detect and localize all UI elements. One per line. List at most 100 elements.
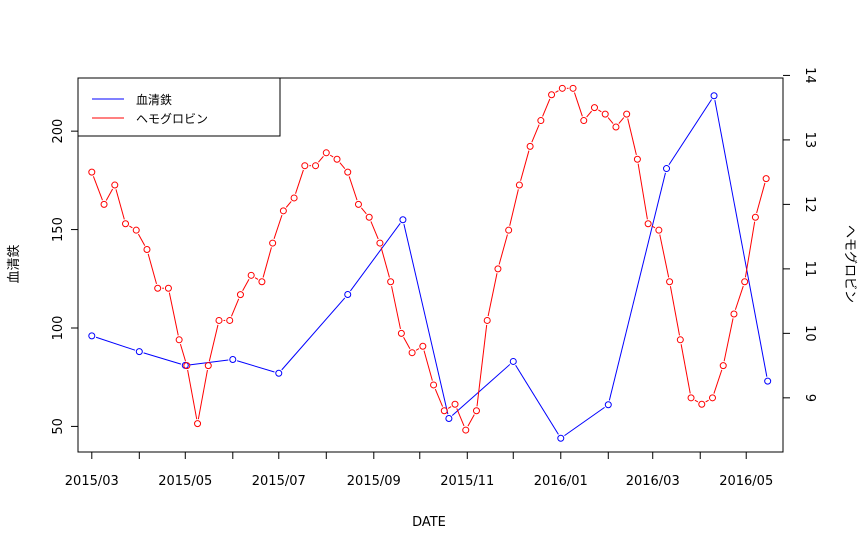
hemoglobin-segment (285, 201, 292, 208)
y2-tick-label: 11 (802, 261, 817, 278)
hemoglobin-point (483, 316, 491, 324)
hemoglobin-segment (651, 225, 656, 229)
hemoglobin-segment (92, 176, 103, 201)
y2-tick-label: 14 (802, 67, 817, 84)
hemoglobin-segment (487, 273, 498, 317)
hemoglobin-point (526, 142, 534, 150)
hemoglobin-point (558, 84, 566, 92)
serum-iron-point (229, 355, 237, 363)
y-tick-label: 200 (51, 119, 66, 144)
hemoglobin-point (741, 278, 749, 286)
hemoglobin-point (175, 336, 183, 344)
serum-iron-point (557, 434, 565, 442)
hemoglobin-segment (137, 233, 146, 246)
hemoglobin-segment (179, 343, 187, 362)
y2-tick-label: 12 (802, 196, 817, 213)
serum-iron-point (710, 92, 718, 100)
hemoglobin-segment (607, 117, 614, 124)
hemoglobin-point (666, 278, 674, 286)
hemoglobin-segment (723, 318, 734, 362)
hemoglobin-segment (586, 110, 592, 118)
hemoglobin-point (88, 168, 96, 176)
hemoglobin-segment (542, 98, 551, 117)
hemoglobin-point (122, 220, 130, 228)
hemoglobin-segment (129, 225, 133, 229)
hemoglobin-point (354, 200, 362, 208)
series-layer (88, 84, 772, 442)
serum-iron-point (135, 348, 143, 356)
hemoglobin-point (194, 420, 202, 428)
hemoglobin-point (290, 194, 298, 202)
hemoglobin-point (601, 110, 609, 118)
hemoglobin-segment (509, 189, 519, 226)
hemoglobin-segment (447, 406, 452, 409)
hemoglobin-segment (659, 234, 670, 278)
hemoglobin-segment (370, 221, 379, 240)
hemoglobin-point (247, 271, 255, 279)
hemoglobin-segment (555, 90, 559, 93)
hemoglobin-segment (273, 214, 283, 239)
hemoglobin-point (709, 394, 716, 402)
hemoglobin-segment (329, 154, 334, 158)
hemoglobin-point (204, 362, 212, 370)
serum-iron-point (764, 377, 772, 385)
hemoglobin-segment (197, 369, 208, 420)
hemoglobin-point (548, 91, 556, 99)
hemoglobin-point (515, 181, 523, 189)
hemoglobin-segment (262, 247, 272, 278)
hemoglobin-segment (498, 234, 508, 265)
hemoglobin-point (215, 316, 223, 324)
legend-label-serum-iron: 血清鉄 (136, 92, 172, 107)
y2-tick-label: 13 (802, 132, 817, 149)
hemoglobin-point (762, 175, 770, 183)
hemoglobin-segment (115, 189, 125, 220)
hemoglobin-segment (339, 162, 346, 170)
hemoglobin-segment (734, 285, 744, 310)
hemoglobin-point (279, 207, 287, 215)
serum-iron-segment (236, 360, 275, 373)
hemoglobin-segment (520, 150, 530, 181)
hemoglobin-point (730, 310, 738, 318)
hemoglobin-point (143, 246, 151, 254)
serum-iron-point (445, 415, 453, 423)
hemoglobin-point (569, 84, 577, 92)
y2-tick-label: 10 (802, 325, 817, 342)
hemoglobin-point (505, 226, 513, 234)
hemoglobin-point (132, 226, 140, 234)
hemoglobin-point (312, 162, 320, 170)
x-tick-label: 2016/03 (626, 474, 680, 489)
x-tick-label: 2015/09 (347, 474, 401, 489)
x-tick-label: 2015/07 (252, 474, 306, 489)
serum-iron-segment (451, 364, 511, 416)
hemoglobin-segment (531, 124, 540, 143)
y2-axis-title: ヘモグロビン (842, 225, 857, 303)
hemoglobin-point (644, 220, 652, 228)
hemoglobin-segment (573, 92, 583, 117)
hemoglobin-point (698, 400, 706, 408)
hemoglobin-segment (318, 155, 324, 163)
hemoglobin-segment (456, 408, 465, 427)
hemoglobin-segment (627, 118, 637, 155)
hemoglobin-point (633, 155, 641, 163)
hemoglobin-segment (467, 414, 475, 427)
hemoglobin-point (100, 200, 108, 208)
hemoglobin-segment (348, 176, 358, 201)
plot-frame (77, 77, 784, 453)
x-tick-label: 2016/05 (719, 474, 773, 489)
hemoglobin-segment (598, 109, 602, 113)
hemoglobin-point (537, 117, 545, 125)
hemoglobin-point (301, 162, 309, 170)
hemoglobin-point (451, 400, 459, 408)
hemoglobin-segment (147, 253, 157, 285)
hemoglobin-segment (415, 348, 420, 351)
hemoglobin-point (655, 226, 663, 234)
hemoglobin-segment (403, 337, 411, 350)
hemoglobin-segment (208, 324, 219, 362)
hemoglobin-point (408, 349, 416, 357)
serum-iron-segment (668, 99, 712, 166)
hemoglobin-segment (254, 277, 259, 280)
hemoglobin-point (751, 213, 759, 221)
hemoglobin-segment (391, 286, 401, 330)
serum-iron-point (663, 165, 671, 173)
hemoglobin-point (365, 213, 373, 221)
